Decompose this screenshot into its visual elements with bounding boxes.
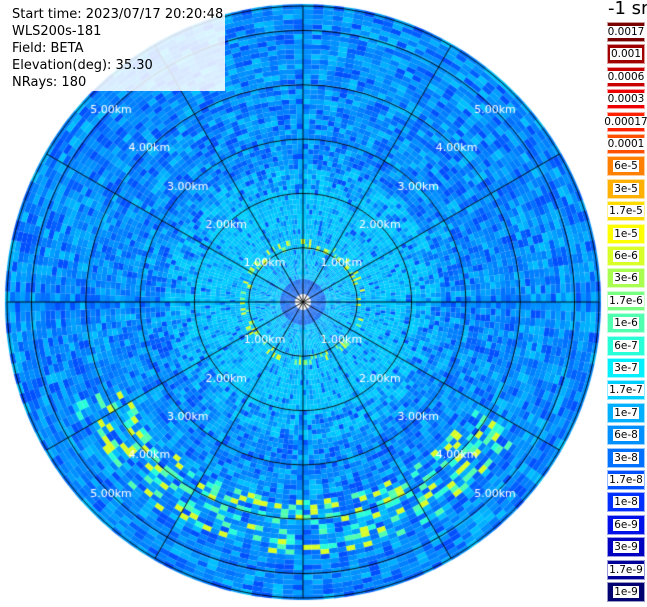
- legend-bin-label: 0.001: [609, 48, 643, 61]
- legend-unit-label: -1 sr: [608, 0, 647, 19]
- legend-bin: 1.7e-9: [607, 559, 645, 580]
- legend-bin: 6e-9: [607, 514, 645, 535]
- legend-bin-label: 1.7e-8: [608, 474, 644, 486]
- legend-bin-label: 1.7e-7: [608, 384, 644, 397]
- legend-bin-label: 6e-9: [613, 518, 639, 531]
- legend-bin: 6e-6: [607, 246, 645, 266]
- legend-bin-label: 1e-6: [613, 317, 639, 330]
- legend-bin: 1e-5: [607, 223, 645, 244]
- legend-bin: 0.0001: [606, 134, 646, 154]
- legend-bin: 1e-8: [607, 492, 645, 513]
- legend-bin-label: 0.0017: [606, 26, 646, 38]
- legend-bin-label: 6e-8: [613, 429, 639, 442]
- legend-bin-label: 3e-8: [613, 451, 639, 464]
- ppi-scan-plot: [0, 0, 606, 607]
- legend-bin-label: 6e-5: [613, 160, 639, 173]
- legend-bin: 0.0017: [606, 22, 646, 42]
- legend-bin-label: 3e-5: [613, 182, 639, 195]
- legend-bin-label: 3e-7: [613, 362, 639, 374]
- legend-bin: 1e-6: [607, 313, 645, 334]
- legend-bin-label: 6e-7: [613, 339, 639, 352]
- legend-bin: 1.7e-8: [607, 470, 645, 490]
- legend-bin-label: 1e-8: [613, 496, 639, 509]
- legend-bin-label: 3e-9: [613, 541, 639, 554]
- legend-bin-label: 1.7e-9: [608, 563, 644, 576]
- legend-bin: 3e-6: [607, 268, 645, 289]
- legend-bin-label: 1e-5: [613, 227, 639, 240]
- legend-bin-label: 0.0006: [606, 70, 646, 83]
- legend-bin: 1.7e-5: [607, 201, 645, 222]
- legend-bin-label: 0.0003: [606, 93, 646, 106]
- legend-bin-label: 1.7e-5: [608, 205, 644, 218]
- legend-bin: 0.001: [607, 44, 645, 65]
- legend-bin: 1.7e-6: [607, 290, 645, 311]
- legend-bin: 1.7e-7: [607, 380, 645, 401]
- legend-bin: 3e-5: [607, 178, 645, 199]
- legend-bin-label: 0.00017: [603, 115, 647, 128]
- legend-bin: 3e-8: [607, 447, 645, 468]
- legend-bin: 3e-7: [607, 358, 645, 378]
- legend-bin: 1e-9: [607, 582, 645, 602]
- legend-bin-label: 3e-6: [613, 272, 639, 285]
- legend-bin-label: 6e-6: [613, 250, 639, 262]
- legend-bin: 0.0006: [606, 66, 646, 87]
- legend-bin-label: 1e-7: [613, 406, 639, 419]
- legend-bin: 6e-7: [607, 335, 645, 356]
- legend-bin: 6e-5: [607, 156, 645, 177]
- legend-bin: 6e-8: [607, 425, 645, 446]
- legend-bin: 1e-7: [607, 402, 645, 423]
- legend-bin-label: 1.7e-6: [608, 294, 644, 307]
- legend-bin-label: 0.0001: [606, 138, 646, 150]
- legend-bin-label: 1e-9: [613, 586, 639, 598]
- legend-bin: 0.0003: [606, 89, 646, 110]
- legend-bin: 0.00017: [603, 111, 647, 132]
- color-scale-legend: -1 sr 0.0017 0.001 0.0006 0.0003 0.00017 0.00…: [603, 0, 647, 607]
- legend-bin: 3e-9: [607, 537, 645, 558]
